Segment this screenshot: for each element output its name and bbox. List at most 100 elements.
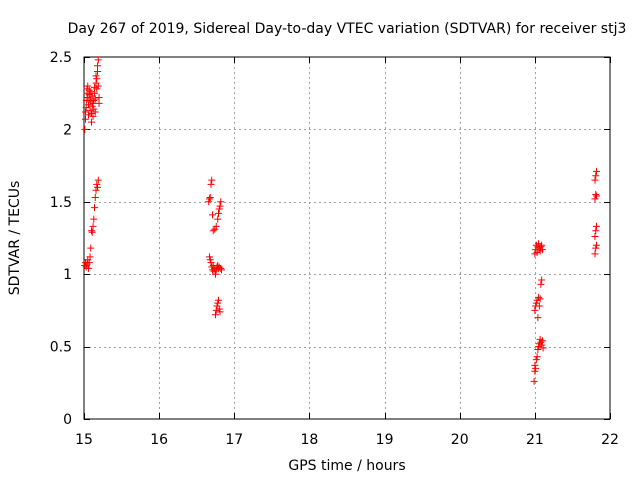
data-point	[92, 186, 100, 194]
data-point	[592, 244, 600, 252]
data-point	[211, 225, 219, 233]
data-point	[217, 264, 225, 272]
data-point	[592, 172, 600, 180]
data-point	[212, 306, 220, 314]
data-point	[215, 209, 223, 217]
data-point	[85, 101, 93, 109]
grid	[84, 57, 610, 419]
x-tick-label: 15	[75, 432, 93, 448]
data-point	[535, 293, 543, 301]
data-point	[212, 311, 219, 319]
y-axis-label: SDTVAR / TECUs	[7, 181, 23, 296]
data-point	[94, 82, 102, 90]
plot-frame	[83, 56, 611, 420]
data-point	[532, 299, 540, 307]
data-point	[592, 222, 600, 230]
data-point	[206, 256, 214, 264]
data-point	[539, 344, 547, 352]
x-tick-label: 19	[376, 432, 394, 448]
data-point	[95, 99, 103, 107]
data-point	[215, 296, 223, 304]
data-point	[87, 88, 95, 96]
data-point	[534, 345, 542, 353]
data-point	[538, 276, 546, 284]
data-point	[533, 353, 541, 361]
y-tick-label: 2	[63, 122, 72, 138]
data-point	[537, 280, 545, 288]
data-point	[205, 195, 213, 203]
data-point	[85, 86, 93, 94]
y-tick-labels: 0 0.5 1 1.5 2 2.5	[50, 50, 72, 428]
data-point	[87, 244, 95, 252]
y-tick-label: 0.5	[50, 340, 72, 356]
data-point	[94, 176, 102, 184]
data-point	[535, 302, 543, 310]
data-point	[591, 250, 599, 258]
data-point	[531, 306, 539, 314]
data-point	[206, 193, 214, 201]
data-point	[91, 204, 99, 212]
x-tick-label: 20	[451, 432, 469, 448]
data-points	[81, 56, 600, 385]
data-point	[537, 243, 545, 251]
data-point	[532, 356, 540, 364]
data-point	[592, 167, 600, 175]
data-point	[531, 361, 539, 369]
data-point	[90, 96, 98, 104]
data-point	[209, 227, 217, 235]
data-point	[216, 202, 224, 210]
data-point	[90, 105, 98, 113]
y-tick-label: 1	[63, 267, 72, 283]
y-tick-label: 0	[63, 412, 72, 428]
data-point	[85, 111, 93, 119]
data-point	[85, 264, 93, 272]
data-point	[81, 125, 89, 133]
x-tick-label: 21	[526, 432, 544, 448]
data-point	[82, 96, 90, 104]
data-point	[208, 176, 216, 184]
data-point	[92, 72, 100, 80]
data-point	[530, 377, 538, 385]
x-tick-label: 22	[601, 432, 619, 448]
data-point	[86, 98, 94, 106]
data-point	[84, 82, 92, 90]
x-tick-label: 16	[150, 432, 168, 448]
data-point	[533, 248, 541, 256]
data-point	[592, 241, 600, 249]
data-point	[91, 108, 99, 116]
data-point	[94, 62, 102, 70]
data-point	[214, 215, 222, 223]
data-point	[216, 308, 224, 316]
data-point	[212, 270, 219, 278]
data-point	[537, 338, 545, 346]
y-tick-label: 1.5	[50, 195, 72, 211]
data-point	[86, 107, 94, 115]
data-point	[592, 227, 600, 235]
data-point	[89, 112, 97, 120]
data-point	[217, 198, 225, 206]
x-tick-label: 18	[301, 432, 319, 448]
data-point	[533, 296, 541, 304]
data-point	[88, 227, 96, 235]
data-point	[591, 176, 599, 184]
y-tick-label: 2.5	[50, 50, 72, 66]
data-point	[94, 56, 102, 64]
data-point	[88, 102, 96, 110]
data-point	[205, 253, 213, 261]
data-point	[84, 94, 92, 102]
data-point	[214, 262, 222, 270]
data-point	[214, 299, 222, 307]
data-point	[591, 195, 599, 203]
data-point	[215, 305, 223, 313]
data-point	[532, 364, 540, 372]
data-point	[592, 192, 600, 200]
data-point	[93, 75, 101, 83]
data-point	[208, 211, 216, 219]
data-point	[534, 314, 542, 322]
data-point	[218, 266, 226, 274]
data-point	[82, 115, 90, 123]
data-point	[215, 205, 223, 213]
data-point	[88, 228, 96, 236]
data-point	[91, 193, 99, 201]
data-point	[538, 341, 546, 349]
